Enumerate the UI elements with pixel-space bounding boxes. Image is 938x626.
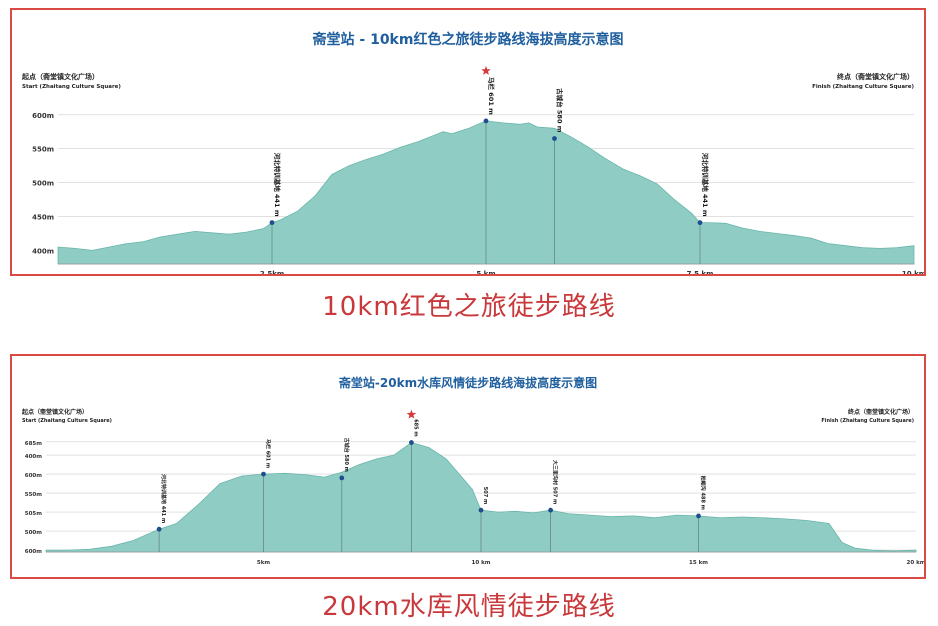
x-tick-label: 2.5km — [260, 270, 284, 274]
marker-label: 古城台 580 m — [343, 438, 350, 472]
route-caption-1: 10km红色之旅徒步路线 — [322, 292, 616, 322]
y-tick-label: 450m — [32, 214, 54, 222]
y-tick-label: 600m — [32, 112, 54, 120]
chart-panel-2: 斋堂站-20km水库风情徒步路线海拔高度示意图 起点（斋堂镇文化广场） Star… — [10, 354, 926, 579]
marker-label: 马栏 601 m — [265, 439, 272, 468]
marker-point — [696, 513, 701, 519]
marker-label: 507 m — [482, 487, 488, 504]
marker-point — [697, 220, 703, 226]
x-tick-label: 15 km — [689, 560, 708, 566]
marker-point — [261, 471, 266, 477]
chart-title: 斋堂站-20km水库风情徒步路线海拔高度示意图 — [338, 375, 597, 390]
marker-point — [156, 526, 162, 532]
y-tick-label: 600m — [25, 473, 42, 479]
y-tick-label: 685m — [25, 441, 42, 447]
route-caption-2: 20km水库风情徒步路线 — [322, 592, 616, 622]
y-tick-label: 505m — [25, 511, 42, 517]
marker-point — [339, 475, 345, 481]
marker-point — [409, 440, 414, 445]
y-tick-label: 550m — [32, 146, 54, 154]
marker-label: 河北特训基地 441 m — [160, 473, 167, 523]
chart-title: 斋堂站 - 10km红色之旅徒步路线海拔高度示意图 — [312, 31, 624, 48]
x-tick-label: 10 km — [902, 270, 924, 274]
finish-sub-label: Finish (Zhaitang Culture Square) — [821, 418, 914, 424]
y-tick-label: 400m — [32, 247, 54, 255]
plot-area: 600m 500m 505m 550m 600m 400m 685m 5km 10 km 15 k… — [25, 409, 924, 566]
elevation-chart-1: 斋堂站 - 10km红色之旅徒步路线海拔高度示意图 起点（斋堂镇文化广场） St… — [21, 31, 924, 274]
marker-label: 柏峪沟 488 m — [700, 476, 707, 510]
finish-sub-label: Finish (Zhaitang Culture Square) — [812, 84, 914, 90]
finish-label: 终点（斋堂镇文化广场） — [837, 72, 914, 81]
marker-label: 河北特训基地 441 m — [701, 153, 710, 217]
marker-label: 马栏 601 m — [487, 77, 496, 115]
y-tick-label: 500m — [25, 530, 42, 536]
start-sub-label: Start (Zhaitang Culture Square) — [22, 84, 121, 90]
start-label: 起点（斋堂镇文化广场） — [21, 408, 88, 416]
marker-point — [548, 507, 553, 513]
start-label: 起点（斋堂镇文化广场） — [21, 72, 99, 81]
y-tick-label: 550m — [25, 492, 42, 498]
marker-label: 685 m — [412, 419, 418, 436]
marker-point — [478, 507, 484, 513]
summit-star-icon — [481, 65, 491, 75]
marker-label: 大三里沟村 507 m — [552, 460, 559, 504]
elevation-chart-2: 斋堂站-20km水库风情徒步路线海拔高度示意图 起点（斋堂镇文化广场） Star… — [21, 375, 924, 566]
summit-star-icon — [406, 409, 417, 419]
chart-panel-1: 斋堂站 - 10km红色之旅徒步路线海拔高度示意图 起点（斋堂镇文化广场） St… — [10, 8, 926, 276]
y-tick-label: 500m — [32, 180, 54, 188]
plot-area: 400m 450m 500m 550m 600m 2.5km 5 km 7.5 km 10 km… — [32, 65, 924, 274]
x-tick-label: 20 km — [907, 560, 924, 566]
start-sub-label: Start (Zhaitang Culture Square) — [22, 418, 112, 424]
y-tick-label: 600m — [25, 549, 42, 555]
x-tick-label: 5 km — [476, 270, 495, 274]
marker-point — [552, 136, 557, 141]
x-tick-label: 5km — [257, 560, 270, 566]
marker-label: 古城台 580 m — [555, 88, 564, 133]
y-tick-label: 400m — [25, 454, 42, 460]
x-tick-label: 10 km — [472, 560, 491, 566]
marker-point — [269, 220, 275, 226]
marker-label: 河北特训基地 441 m — [273, 153, 282, 217]
marker-point — [483, 118, 489, 124]
x-tick-label: 7.5 km — [687, 270, 714, 274]
finish-label: 终点（斋堂镇文化广场） — [847, 408, 914, 416]
